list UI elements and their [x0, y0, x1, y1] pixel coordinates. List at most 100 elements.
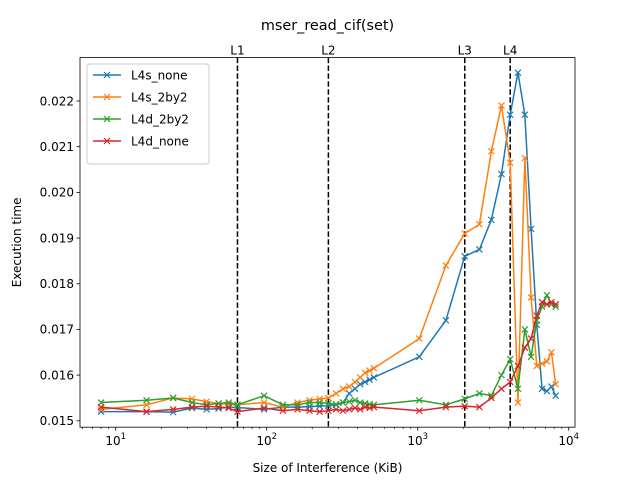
data-point — [260, 404, 268, 412]
data-point — [324, 394, 332, 402]
data-point — [188, 404, 196, 412]
series-layer — [97, 69, 560, 416]
data-point — [521, 111, 529, 119]
data-point — [475, 220, 483, 228]
series-L4d_none — [97, 298, 560, 416]
data-point — [279, 407, 287, 415]
vline-label: L4 — [503, 44, 517, 58]
legend-box — [86, 63, 210, 165]
y-axis-label: Execution time — [10, 197, 24, 287]
data-point — [415, 335, 423, 342]
vline-annotations: L1 L2 L3 L4 — [230, 44, 517, 428]
data-point — [442, 403, 450, 411]
data-point — [260, 399, 268, 406]
y-tick-label: 0.022 — [40, 94, 74, 108]
data-point — [552, 300, 560, 308]
data-point — [527, 335, 535, 342]
data-point — [366, 367, 374, 374]
data-point — [345, 389, 353, 397]
data-point — [370, 364, 378, 372]
x-tick-label: 102 — [256, 432, 277, 448]
y-tick-label: 0.019 — [40, 231, 74, 245]
y-tick-label: 0.021 — [40, 140, 74, 154]
y-tick-label: 0.017 — [40, 323, 74, 337]
data-point — [225, 404, 233, 412]
x-tick-label: 103 — [407, 432, 428, 448]
data-point — [548, 298, 555, 306]
data-point — [527, 294, 535, 301]
data-point — [316, 408, 324, 416]
data-point — [97, 403, 105, 411]
data-point — [279, 401, 287, 409]
data-point — [332, 405, 340, 413]
series-L4s_2by2 — [97, 102, 560, 413]
data-point — [361, 369, 369, 377]
data-point — [370, 403, 378, 411]
data-point — [461, 230, 469, 237]
y-axis: 0.015 0.016 0.017 0.018 0.019 0.020 0.021 0.022 — [40, 94, 80, 428]
y-tick-label: 0.018 — [40, 277, 74, 291]
data-point — [543, 291, 551, 299]
plot-frame — [79, 57, 576, 428]
vline-label: L2 — [321, 44, 335, 58]
data-point — [552, 392, 560, 400]
data-point — [514, 399, 522, 406]
legend-entry: L4s_2by2 — [93, 90, 188, 104]
data-point — [461, 402, 469, 410]
legend-label: L4d_2by2 — [131, 112, 189, 126]
data-point — [366, 376, 374, 384]
data-point — [514, 362, 522, 370]
data-point — [533, 312, 541, 320]
data-point — [533, 362, 541, 370]
data-point — [351, 396, 359, 404]
data-point — [506, 378, 514, 386]
legend: L4s_none L4s_2by2 L4d_2by2 L4d_none — [86, 63, 210, 165]
data-point — [339, 407, 347, 415]
data-point — [415, 353, 423, 361]
vline-label: L1 — [230, 44, 244, 58]
data-point — [215, 403, 223, 411]
legend-entry: L4s_none — [93, 68, 188, 82]
chart-title: mser_read_cif(set) — [261, 18, 394, 34]
data-point — [538, 385, 546, 393]
data-point — [487, 394, 495, 402]
data-point — [143, 396, 150, 404]
data-point — [225, 399, 233, 406]
data-point — [345, 383, 353, 390]
data-point — [487, 216, 495, 224]
data-point — [442, 262, 450, 269]
x-axis-label: Size of Interference (KiB) — [253, 461, 403, 475]
legend-entry: L4d_none — [93, 134, 189, 148]
data-point — [143, 408, 150, 416]
legend-entry: L4d_2by2 — [93, 112, 189, 126]
data-point — [306, 407, 313, 415]
data-point — [442, 316, 450, 324]
data-point — [538, 298, 546, 306]
y-tick-label: 0.015 — [40, 414, 74, 428]
data-point — [498, 102, 505, 109]
data-point — [498, 385, 505, 393]
data-point — [188, 403, 196, 411]
legend-marker — [103, 71, 111, 79]
data-point — [203, 402, 211, 410]
data-point — [498, 170, 505, 178]
data-point — [487, 392, 495, 400]
data-point — [461, 252, 469, 260]
legend-label: L4s_none — [131, 68, 188, 82]
y-tick-label: 0.020 — [40, 186, 74, 200]
legend-marker — [103, 93, 111, 101]
y-tick-label: 0.016 — [40, 368, 74, 382]
data-point — [527, 225, 535, 233]
x-tick-label: 101 — [105, 432, 126, 448]
legend-label: L4s_2by2 — [131, 90, 188, 104]
data-point — [332, 389, 340, 397]
data-point — [324, 400, 332, 407]
data-point — [506, 111, 514, 119]
data-point — [169, 405, 177, 413]
data-point — [415, 396, 423, 404]
data-point — [506, 159, 514, 167]
data-point — [345, 398, 353, 406]
data-point — [538, 360, 546, 368]
data-point — [260, 405, 268, 413]
